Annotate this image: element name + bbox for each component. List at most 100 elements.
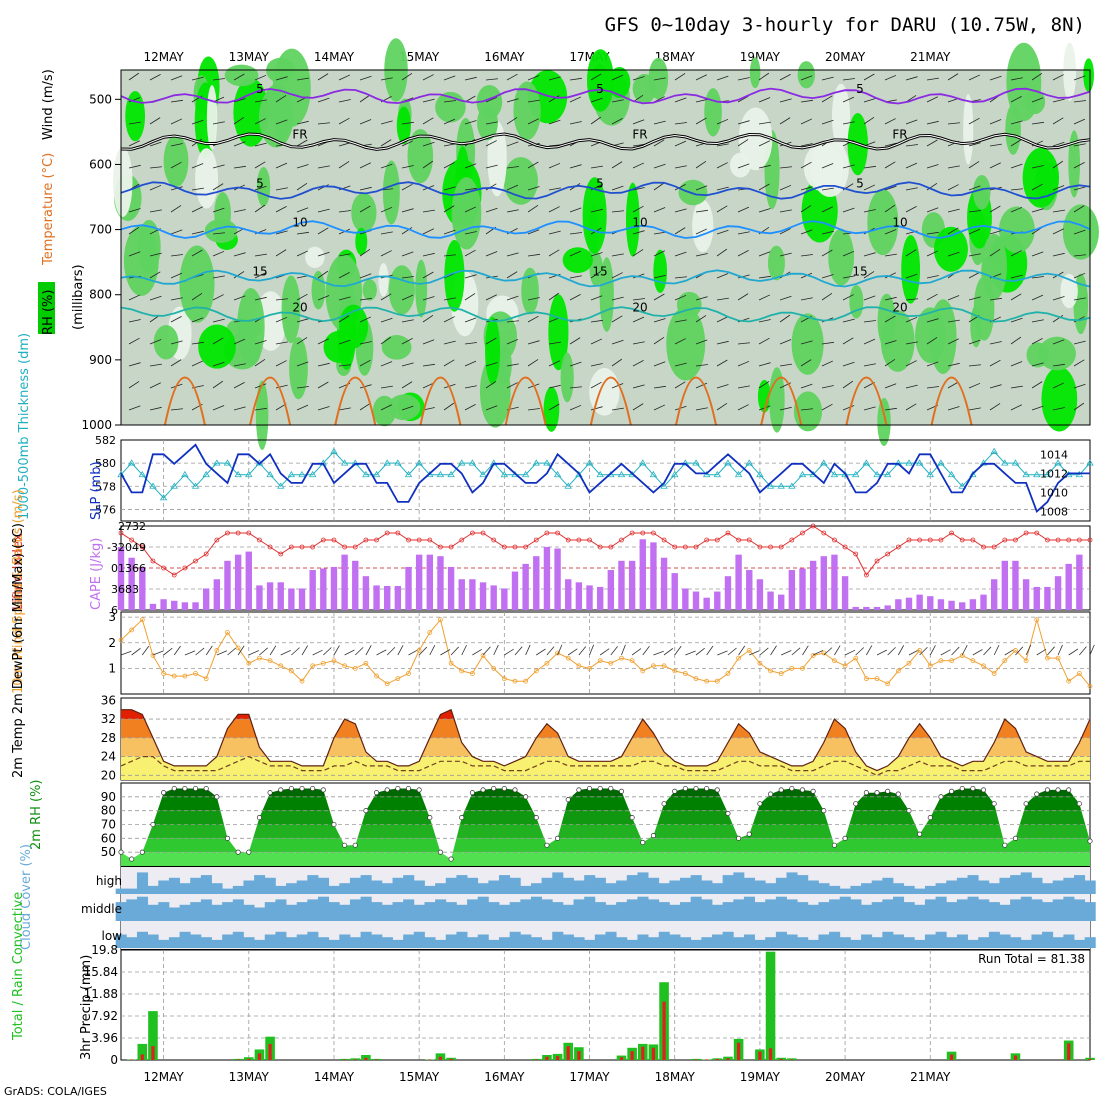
rh-shading — [867, 189, 899, 256]
contour-label: 5 — [856, 177, 864, 191]
precip-conv-bar — [353, 1059, 357, 1060]
cloud-bar — [775, 896, 787, 921]
wind10-barb — [504, 648, 514, 656]
upper-wind-barb — [611, 118, 623, 125]
upper-wind-barb — [317, 295, 330, 301]
wind10-point — [352, 665, 358, 671]
cape-bar — [139, 566, 146, 610]
upper-wind-barb — [758, 140, 770, 147]
upper-wind-barb — [821, 249, 833, 257]
cape-bar — [831, 554, 838, 610]
wind-tick-label: 3 — [108, 610, 116, 624]
upper-wind-barb — [317, 73, 329, 81]
wind10-barb — [301, 645, 309, 656]
wind10-point — [203, 676, 209, 682]
upper-wind-barb — [779, 339, 792, 345]
wind10-point — [1066, 678, 1072, 684]
rh-tick-label: 90 — [101, 790, 116, 804]
upper-wind-barb — [422, 228, 434, 235]
wind10-barb — [993, 644, 1000, 656]
wind10-barb — [418, 646, 428, 656]
thickness-point — [415, 459, 423, 466]
wind10-point — [480, 653, 486, 658]
cape-bar — [160, 599, 167, 610]
upper-wind-barb — [590, 73, 602, 81]
li-tick-label: -3 — [107, 541, 118, 554]
li-point — [1076, 537, 1082, 543]
wind10-barb — [631, 648, 642, 656]
cloud-bar — [573, 880, 585, 894]
slp-tick-label: 1010 — [1040, 486, 1068, 499]
cloud-bar — [200, 875, 212, 894]
precip-total-bar — [350, 1058, 361, 1060]
upper-wind-barb — [296, 231, 309, 235]
li-point — [150, 558, 156, 564]
rh-shading — [255, 380, 269, 451]
cloud-bar — [1010, 937, 1022, 948]
date-label-top: 21MAY — [910, 50, 951, 64]
upper-wind-barb — [338, 272, 350, 279]
upper-wind-barb — [548, 76, 561, 81]
upper-wind-barb — [527, 161, 539, 169]
upper-wind-barb — [401, 381, 413, 389]
upper-wind-barb — [1073, 254, 1086, 257]
upper-wind-barb — [716, 316, 728, 323]
rh-shading — [1060, 273, 1078, 309]
cloud-bar — [711, 883, 724, 894]
upper-wind-barb — [485, 294, 497, 301]
rh-point — [256, 815, 262, 821]
cloud-bar — [765, 937, 777, 948]
rh-shading — [477, 105, 498, 141]
upper-wind-barb — [1073, 205, 1085, 213]
cape-bar — [714, 591, 721, 610]
rh-point — [917, 831, 923, 837]
li-point — [917, 537, 923, 543]
precip-conv-bar — [364, 1057, 368, 1060]
date-label-top: 12MAY — [143, 50, 184, 64]
cape-bar — [522, 563, 529, 610]
li-point — [278, 551, 284, 557]
cloud-bar — [168, 877, 180, 894]
thickness-point — [1086, 459, 1094, 466]
cloud-bar — [722, 931, 734, 948]
upper-wind-barb — [611, 315, 623, 323]
rh-shading — [653, 249, 668, 294]
rh-point — [310, 785, 316, 792]
wind10-point — [565, 655, 571, 661]
cape-bar — [490, 585, 497, 610]
rh-point — [512, 787, 518, 793]
rh-point — [214, 794, 220, 800]
upper-wind-barb — [254, 185, 267, 191]
cloud-bar — [754, 939, 766, 948]
upper-wind-barb — [149, 117, 161, 125]
rh-point — [395, 785, 401, 792]
wind10-barb — [152, 650, 164, 656]
rh-point — [1002, 842, 1008, 848]
li-point — [374, 537, 379, 543]
rh-point — [821, 808, 827, 814]
upper-wind-barb — [485, 121, 498, 125]
upper-wind-barb — [695, 364, 708, 367]
upper-wind-barb — [926, 164, 939, 169]
upper-wind-barb — [443, 316, 455, 323]
rh-shading — [485, 316, 501, 385]
thickness-point — [458, 459, 466, 466]
upper-wind-barb — [905, 403, 917, 411]
rh-shading — [204, 218, 238, 243]
upper-wind-barb — [800, 75, 813, 81]
upper-wind-barb — [359, 341, 372, 345]
precip-conv-bar — [545, 1056, 549, 1060]
rh-shading — [582, 177, 607, 254]
upper-wind-barb — [275, 298, 288, 301]
upper-wind-barb — [485, 380, 497, 389]
cloud-bar — [562, 934, 574, 948]
cloud-bar — [509, 902, 521, 921]
upper-wind-barb — [548, 249, 560, 257]
upper-wind-barb — [842, 78, 855, 81]
cape-tick-label: 1366 — [118, 562, 146, 575]
upper-wind-barb — [149, 74, 161, 81]
contour-label: 5 — [596, 177, 604, 191]
wind10-barb — [972, 649, 983, 656]
wind10-barb — [333, 645, 340, 656]
upper-wind-barb — [464, 249, 476, 257]
